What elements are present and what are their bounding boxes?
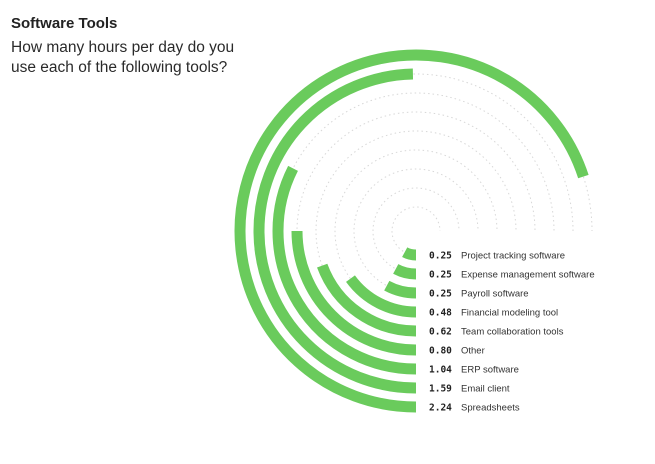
category-label: Project tracking software: [461, 251, 565, 262]
value-label: 0.80: [429, 346, 452, 357]
bar-arc: [346, 275, 417, 318]
bar-arc: [253, 68, 417, 394]
bar-arc: [393, 263, 417, 280]
value-label: 0.25: [429, 270, 452, 281]
category-label: Other: [461, 346, 485, 357]
bar-arc: [317, 263, 417, 337]
guide-ring: [372, 187, 460, 275]
value-label: 1.04: [429, 365, 452, 376]
category-label: Team collaboration tools: [461, 327, 564, 338]
guide-ring: [296, 111, 536, 351]
category-label: Email client: [461, 384, 510, 395]
value-label: 2.24: [429, 403, 452, 414]
chart-title: Software Tools: [11, 15, 118, 32]
category-label: Spreadsheets: [461, 403, 520, 414]
bar-arc: [272, 165, 417, 375]
category-label: ERP software: [461, 365, 519, 376]
value-label: 0.25: [429, 289, 452, 300]
guide-ring: [391, 206, 441, 256]
value-label: 0.48: [429, 308, 452, 319]
guide-ring: [277, 92, 555, 370]
value-label: 1.59: [429, 384, 452, 395]
category-label: Expense management software: [461, 270, 595, 281]
category-label: Payroll software: [461, 289, 529, 300]
category-label: Financial modeling tool: [461, 308, 558, 319]
bar-arc: [234, 49, 589, 413]
value-label: 0.62: [429, 327, 452, 338]
bar-arc: [402, 247, 417, 261]
bar-arc: [291, 230, 417, 356]
chart-subtitle: How many hours per day do you use each o…: [11, 39, 235, 76]
bar-arc: [384, 280, 417, 299]
value-label: 0.25: [429, 251, 452, 262]
